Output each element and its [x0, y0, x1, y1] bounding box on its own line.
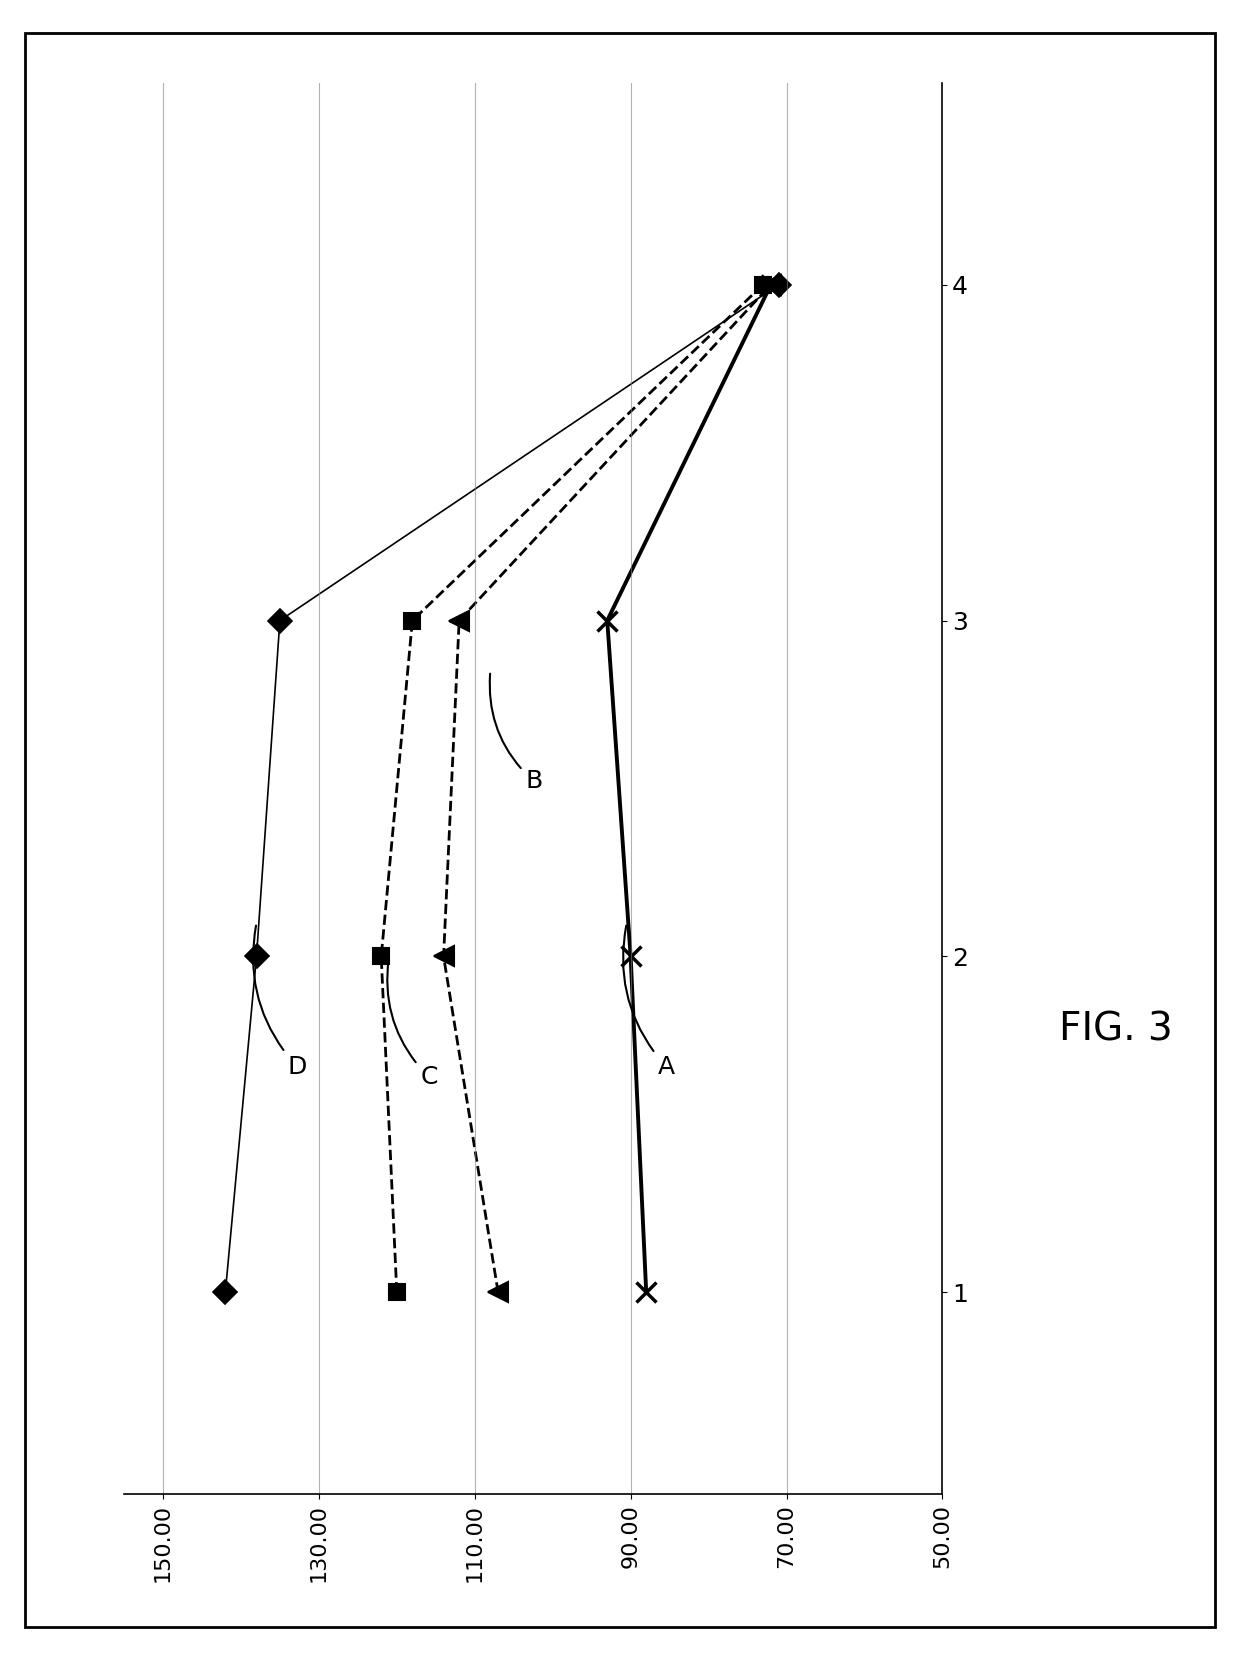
Text: C: C — [387, 959, 438, 1089]
Text: A: A — [624, 926, 675, 1079]
Text: FIG. 3: FIG. 3 — [1059, 1011, 1173, 1047]
Text: B: B — [490, 674, 543, 793]
Text: D: D — [253, 926, 308, 1079]
